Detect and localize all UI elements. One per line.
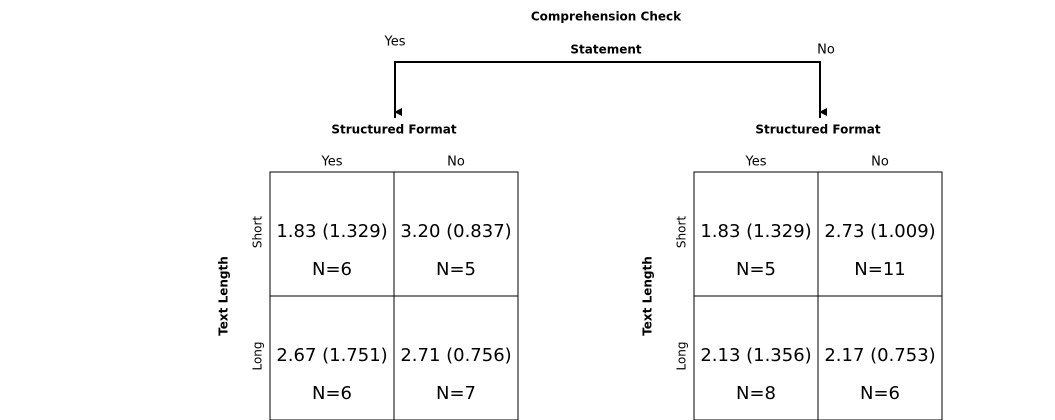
cell-n: N=6	[312, 383, 352, 404]
row-title: Text Length	[217, 256, 231, 336]
panels: Structured Format Yes No Text Length Short 1.…	[217, 123, 943, 420]
column-title: Structured Format	[755, 123, 881, 137]
row-header: Long	[675, 341, 689, 370]
row-title: Text Length	[641, 256, 655, 336]
cell-n: N=6	[312, 259, 352, 280]
row-header: Short	[251, 216, 265, 248]
branch-label: Yes	[384, 35, 406, 50]
cell-stat: 3.20 (0.837)	[400, 221, 511, 242]
cell-n: N=7	[436, 383, 476, 404]
cell-stat: 1.83 (1.329)	[700, 221, 811, 242]
cell-stat: 2.71 (0.756)	[400, 345, 511, 366]
cell-n: N=5	[436, 259, 476, 280]
title: Comprehension Check	[531, 10, 682, 24]
cell-n: N=8	[736, 383, 776, 404]
cell-stat: 2.67 (1.751)	[276, 345, 387, 366]
cell-n: N=6	[860, 383, 900, 404]
cell-stat: 1.83 (1.329)	[276, 221, 387, 242]
cell-stat: 2.13 (1.356)	[700, 345, 811, 366]
subtitle: Statement	[570, 43, 642, 57]
cell-n: N=5	[736, 259, 776, 280]
branch-connector	[394, 61, 821, 118]
column-header: Yes	[321, 155, 343, 170]
row-header: Short	[675, 216, 689, 248]
column-header: No	[447, 155, 465, 170]
cell-stat: 2.17 (0.753)	[824, 345, 935, 366]
cell-stat: 2.73 (1.009)	[824, 221, 935, 242]
column-header: Yes	[745, 155, 767, 170]
column-header: No	[871, 155, 889, 170]
branch-label: No	[817, 43, 835, 58]
column-title: Structured Format	[331, 123, 457, 137]
cell-n: N=11	[854, 259, 905, 280]
row-header: Long	[251, 341, 265, 370]
